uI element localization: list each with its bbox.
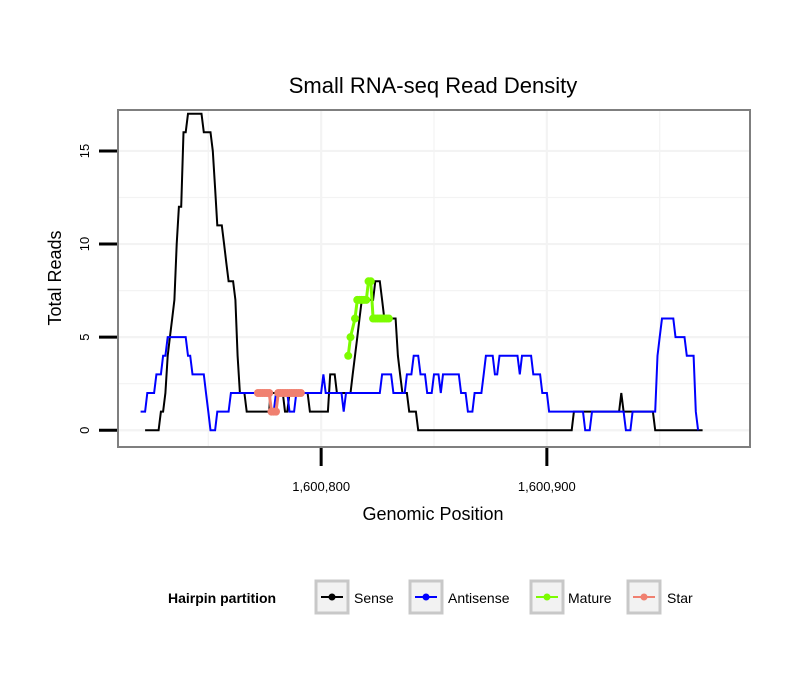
chart-title: Small RNA-seq Read Density (289, 73, 578, 98)
grid (118, 110, 750, 447)
data-point-mature (366, 277, 375, 286)
y-tick-label: 0 (77, 427, 92, 434)
y-tick-label: 5 (77, 334, 92, 341)
y-axis: 0 5 10 15 (77, 144, 117, 434)
legend-key-dot (640, 593, 648, 601)
legend-label-mature: Mature (568, 590, 612, 606)
series-points (253, 277, 393, 416)
x-axis: 1,600,800 1,600,900 (292, 448, 576, 494)
y-tick-label: 10 (77, 237, 92, 251)
series-line-antisense (140, 317, 700, 432)
legend-label-antisense: Antisense (448, 590, 510, 606)
x-axis-title: Genomic Position (362, 504, 503, 524)
legend-label-sense: Sense (354, 590, 394, 606)
data-point-star (296, 389, 305, 398)
data-point-star (272, 407, 280, 416)
data-point-star (265, 389, 274, 398)
y-tick-label: 15 (77, 144, 92, 158)
data-point-mature (384, 314, 393, 323)
y-axis-title: Total Reads (45, 230, 65, 325)
data-point-mature (346, 333, 355, 342)
data-point-mature (362, 295, 371, 304)
legend-key-dot (422, 593, 430, 601)
data-point-mature (344, 351, 353, 360)
x-tick-label: 1,600,800 (292, 479, 350, 494)
legend-label-star: Star (667, 590, 693, 606)
legend-key-dot (328, 593, 336, 601)
legend-title: Hairpin partition (168, 590, 276, 606)
legend-key-dot (543, 593, 551, 601)
plot-border (117, 109, 751, 448)
data-point-mature (351, 314, 359, 323)
x-tick-label: 1,600,900 (518, 479, 576, 494)
legend: Hairpin partition Sense Antisense Mature St… (168, 579, 693, 615)
